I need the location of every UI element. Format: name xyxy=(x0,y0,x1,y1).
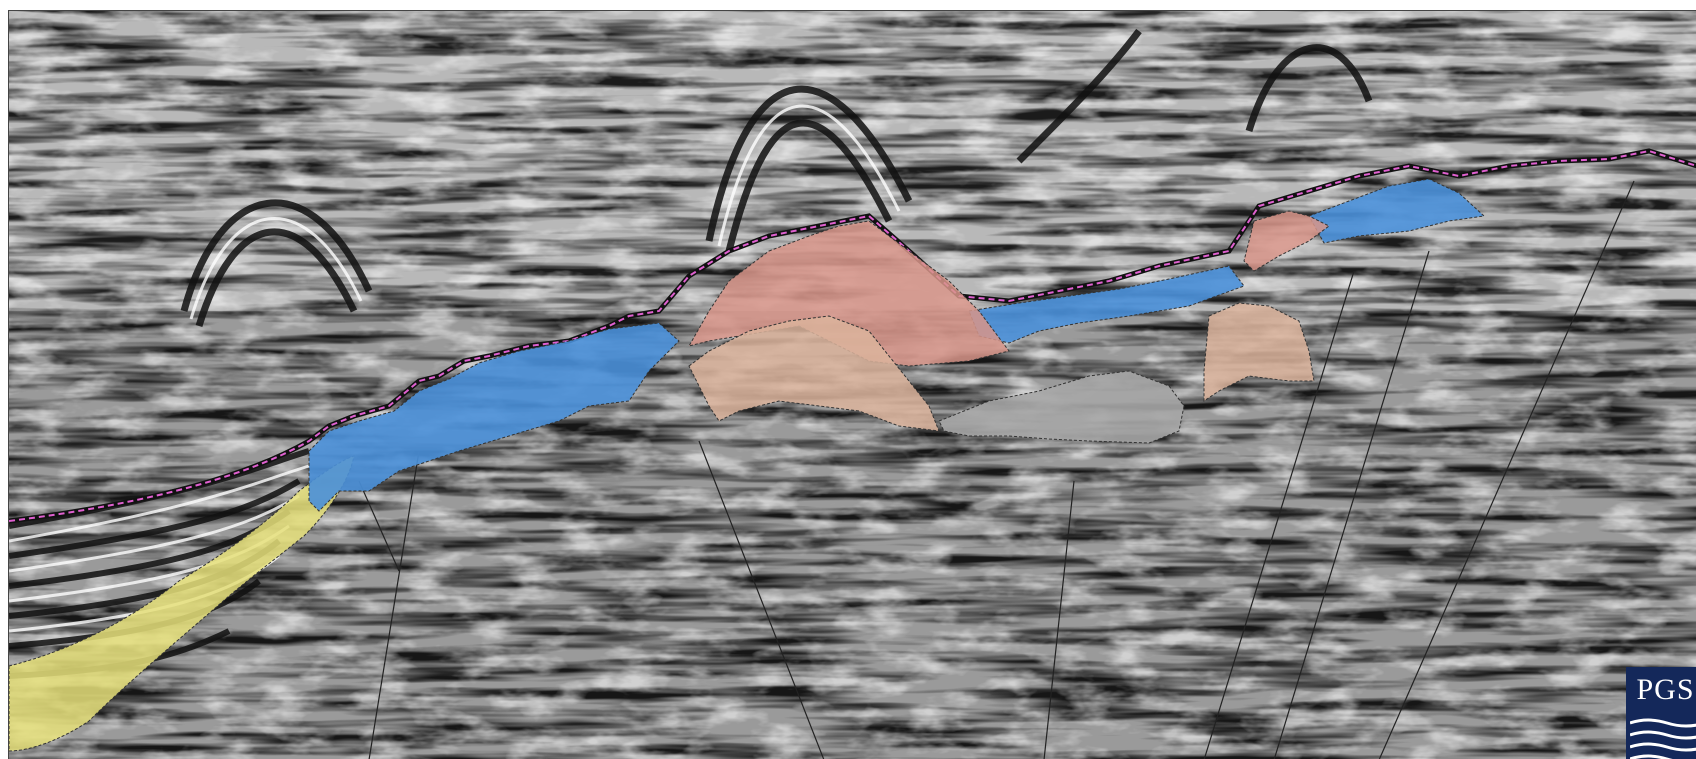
seismic-image-frame: PGS xyxy=(8,10,1696,759)
logo-text: PGS xyxy=(1626,673,1696,707)
wave-icon xyxy=(1630,717,1696,759)
seismic-section xyxy=(9,11,1696,759)
company-logo: PGS xyxy=(1626,667,1696,759)
